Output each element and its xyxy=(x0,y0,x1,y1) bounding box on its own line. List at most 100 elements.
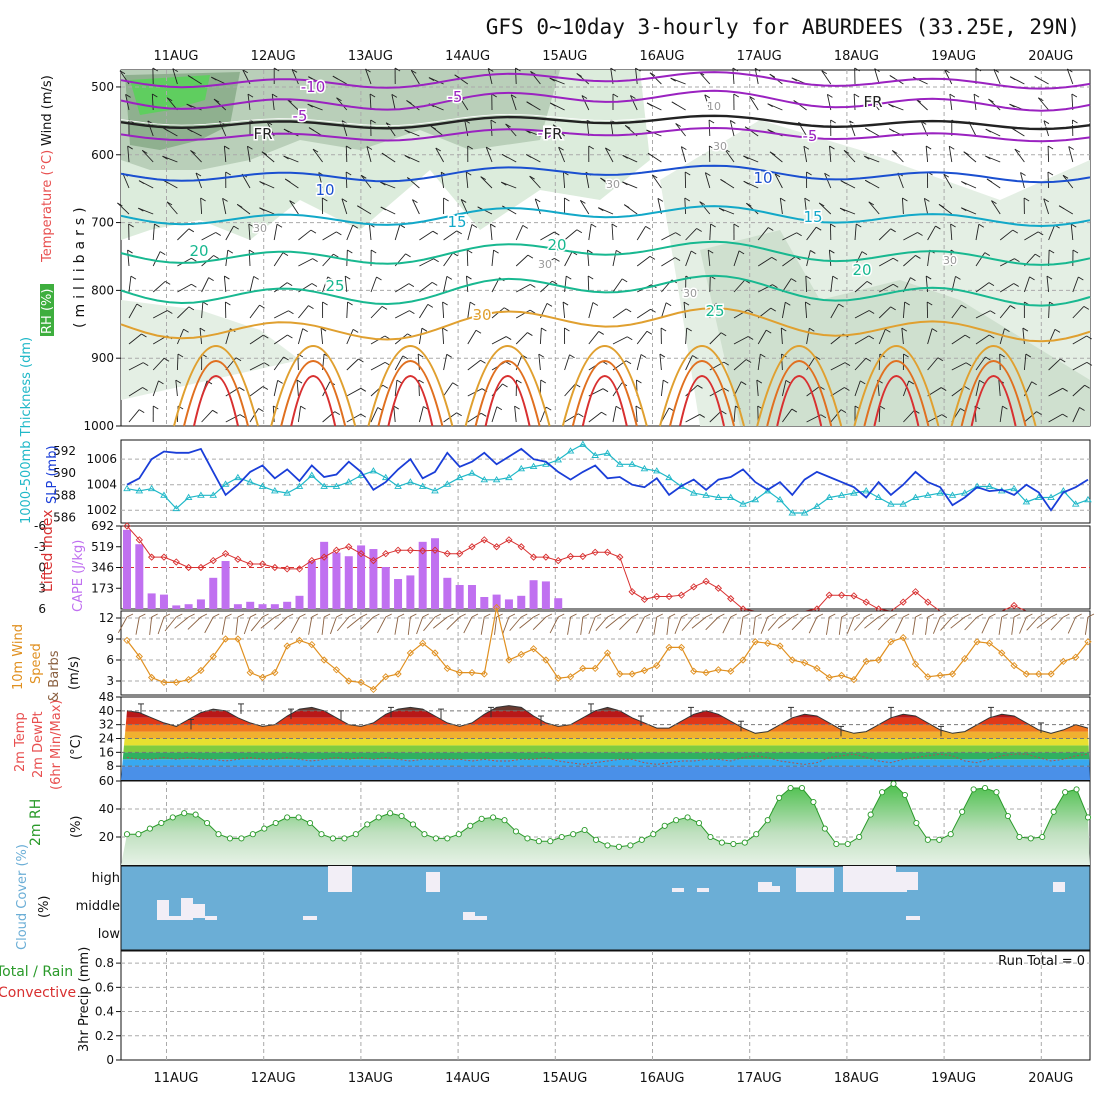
wind-barb xyxy=(223,146,227,163)
wind-barb-flag xyxy=(999,353,1005,358)
cloud-bar xyxy=(463,912,475,920)
isotherm-label: 30 xyxy=(713,140,727,153)
temp2m-axis-label-3: (6hr Min/Max) xyxy=(49,700,64,790)
wind-barb xyxy=(684,197,687,215)
isotherm-label: -5 xyxy=(448,88,463,106)
wind-barb xyxy=(540,280,553,293)
wind-barb xyxy=(515,332,528,345)
li-point xyxy=(456,550,464,558)
wind10m-axis-label-4: (m/s) xyxy=(67,656,82,690)
day-label-bottom: 11AUG xyxy=(153,1071,198,1086)
wind10m-barb-flag xyxy=(484,613,491,618)
wind-barb xyxy=(273,380,279,397)
wind-barb xyxy=(854,310,870,319)
wind-barb-flag xyxy=(421,327,428,332)
wind10m-point xyxy=(443,664,451,673)
rh2m-point xyxy=(959,808,966,815)
isotherm-label: 30 xyxy=(606,178,620,191)
day-label-bottom: 17AUG xyxy=(737,1071,782,1086)
wind-barb xyxy=(999,353,1001,371)
wind-axis-label: Wind (m/s) xyxy=(40,75,55,146)
rh2m-point xyxy=(901,791,909,799)
cape-bar xyxy=(492,594,501,609)
wind10m-point xyxy=(776,642,784,650)
wind10m-point xyxy=(320,656,328,664)
cape-bar xyxy=(295,595,304,609)
wind-barb-flag xyxy=(625,360,632,365)
wind10m-point xyxy=(456,668,464,677)
wind-barb xyxy=(467,359,481,371)
wind-barb xyxy=(927,414,943,423)
wind-barb xyxy=(286,98,299,111)
wind10m-barb xyxy=(912,616,916,635)
li-point xyxy=(382,550,390,558)
wind-barb-flag xyxy=(707,249,714,254)
wind-barb xyxy=(878,228,891,241)
wind10m-barb-flag xyxy=(866,613,873,618)
isotherm-label: 30 xyxy=(472,306,491,324)
wind-barb xyxy=(635,68,638,85)
wind-barb-flag xyxy=(733,223,740,228)
wind-barb xyxy=(746,202,759,215)
wind-barb-flag xyxy=(830,223,836,228)
wind10m-barb-flag xyxy=(126,613,134,618)
isotherm-label: 30 xyxy=(253,222,267,235)
wind10m-barb-flag xyxy=(742,613,750,618)
wind-barb xyxy=(201,232,216,241)
wind-barb-flag xyxy=(551,280,558,285)
precip-axis-label: 3hr Precip (mm) xyxy=(77,947,92,1052)
wind10m-point xyxy=(862,657,870,666)
wind10m-barb-flag xyxy=(545,613,553,618)
wind-barb-flag xyxy=(466,249,473,254)
wind-barb-flag xyxy=(291,68,298,73)
thickness-point xyxy=(246,478,254,485)
wind-barb-flag xyxy=(475,329,482,334)
wind-barb xyxy=(757,329,767,345)
temp2m-bands xyxy=(121,705,1090,780)
wind-barb-flag xyxy=(780,197,786,202)
wind10m-point xyxy=(517,650,525,659)
wind-barb-flag xyxy=(1078,276,1084,281)
wind-barb xyxy=(782,408,793,423)
rh2m-point xyxy=(661,822,668,829)
cloud-bar xyxy=(906,872,918,890)
warm-arc xyxy=(679,375,725,427)
wind-barb xyxy=(612,336,628,345)
wind10m-point xyxy=(887,638,895,646)
wind-barb xyxy=(782,278,792,293)
wind-barb-flag xyxy=(199,327,206,332)
wind-barb xyxy=(273,334,288,345)
wind-barb-flag xyxy=(417,353,424,358)
wind-barb xyxy=(1043,198,1050,215)
wind-barb-flag xyxy=(466,275,472,280)
warm-arc xyxy=(173,345,259,427)
wind-barb-flag xyxy=(460,199,467,203)
cape-bar xyxy=(480,597,489,609)
wind-barb xyxy=(369,94,372,111)
wind10m-barb xyxy=(273,616,288,630)
rh2m-point xyxy=(867,811,874,818)
wind-barb xyxy=(612,382,623,397)
wind-barb xyxy=(117,202,130,215)
wind10m-barb-flag xyxy=(1075,613,1082,618)
wind-barb-flag xyxy=(647,152,654,157)
wind-barb xyxy=(322,276,329,293)
wind-barb xyxy=(902,302,906,319)
rh2m-point xyxy=(512,828,520,835)
wind-barb xyxy=(291,69,299,85)
wind-barb-flag xyxy=(172,68,179,73)
wind-barb xyxy=(1020,172,1025,189)
rh2m-point xyxy=(204,819,211,827)
tick-label: 12 xyxy=(99,611,114,625)
cape-bar xyxy=(320,541,329,609)
wind-barb-flag xyxy=(804,197,810,202)
wind-barb-flag xyxy=(696,228,702,232)
rh2m-point xyxy=(1027,835,1034,842)
wind-barb-flag xyxy=(428,77,435,81)
wind-barb xyxy=(443,382,454,397)
thickness-point xyxy=(603,449,612,456)
rh2m-point xyxy=(558,833,565,841)
